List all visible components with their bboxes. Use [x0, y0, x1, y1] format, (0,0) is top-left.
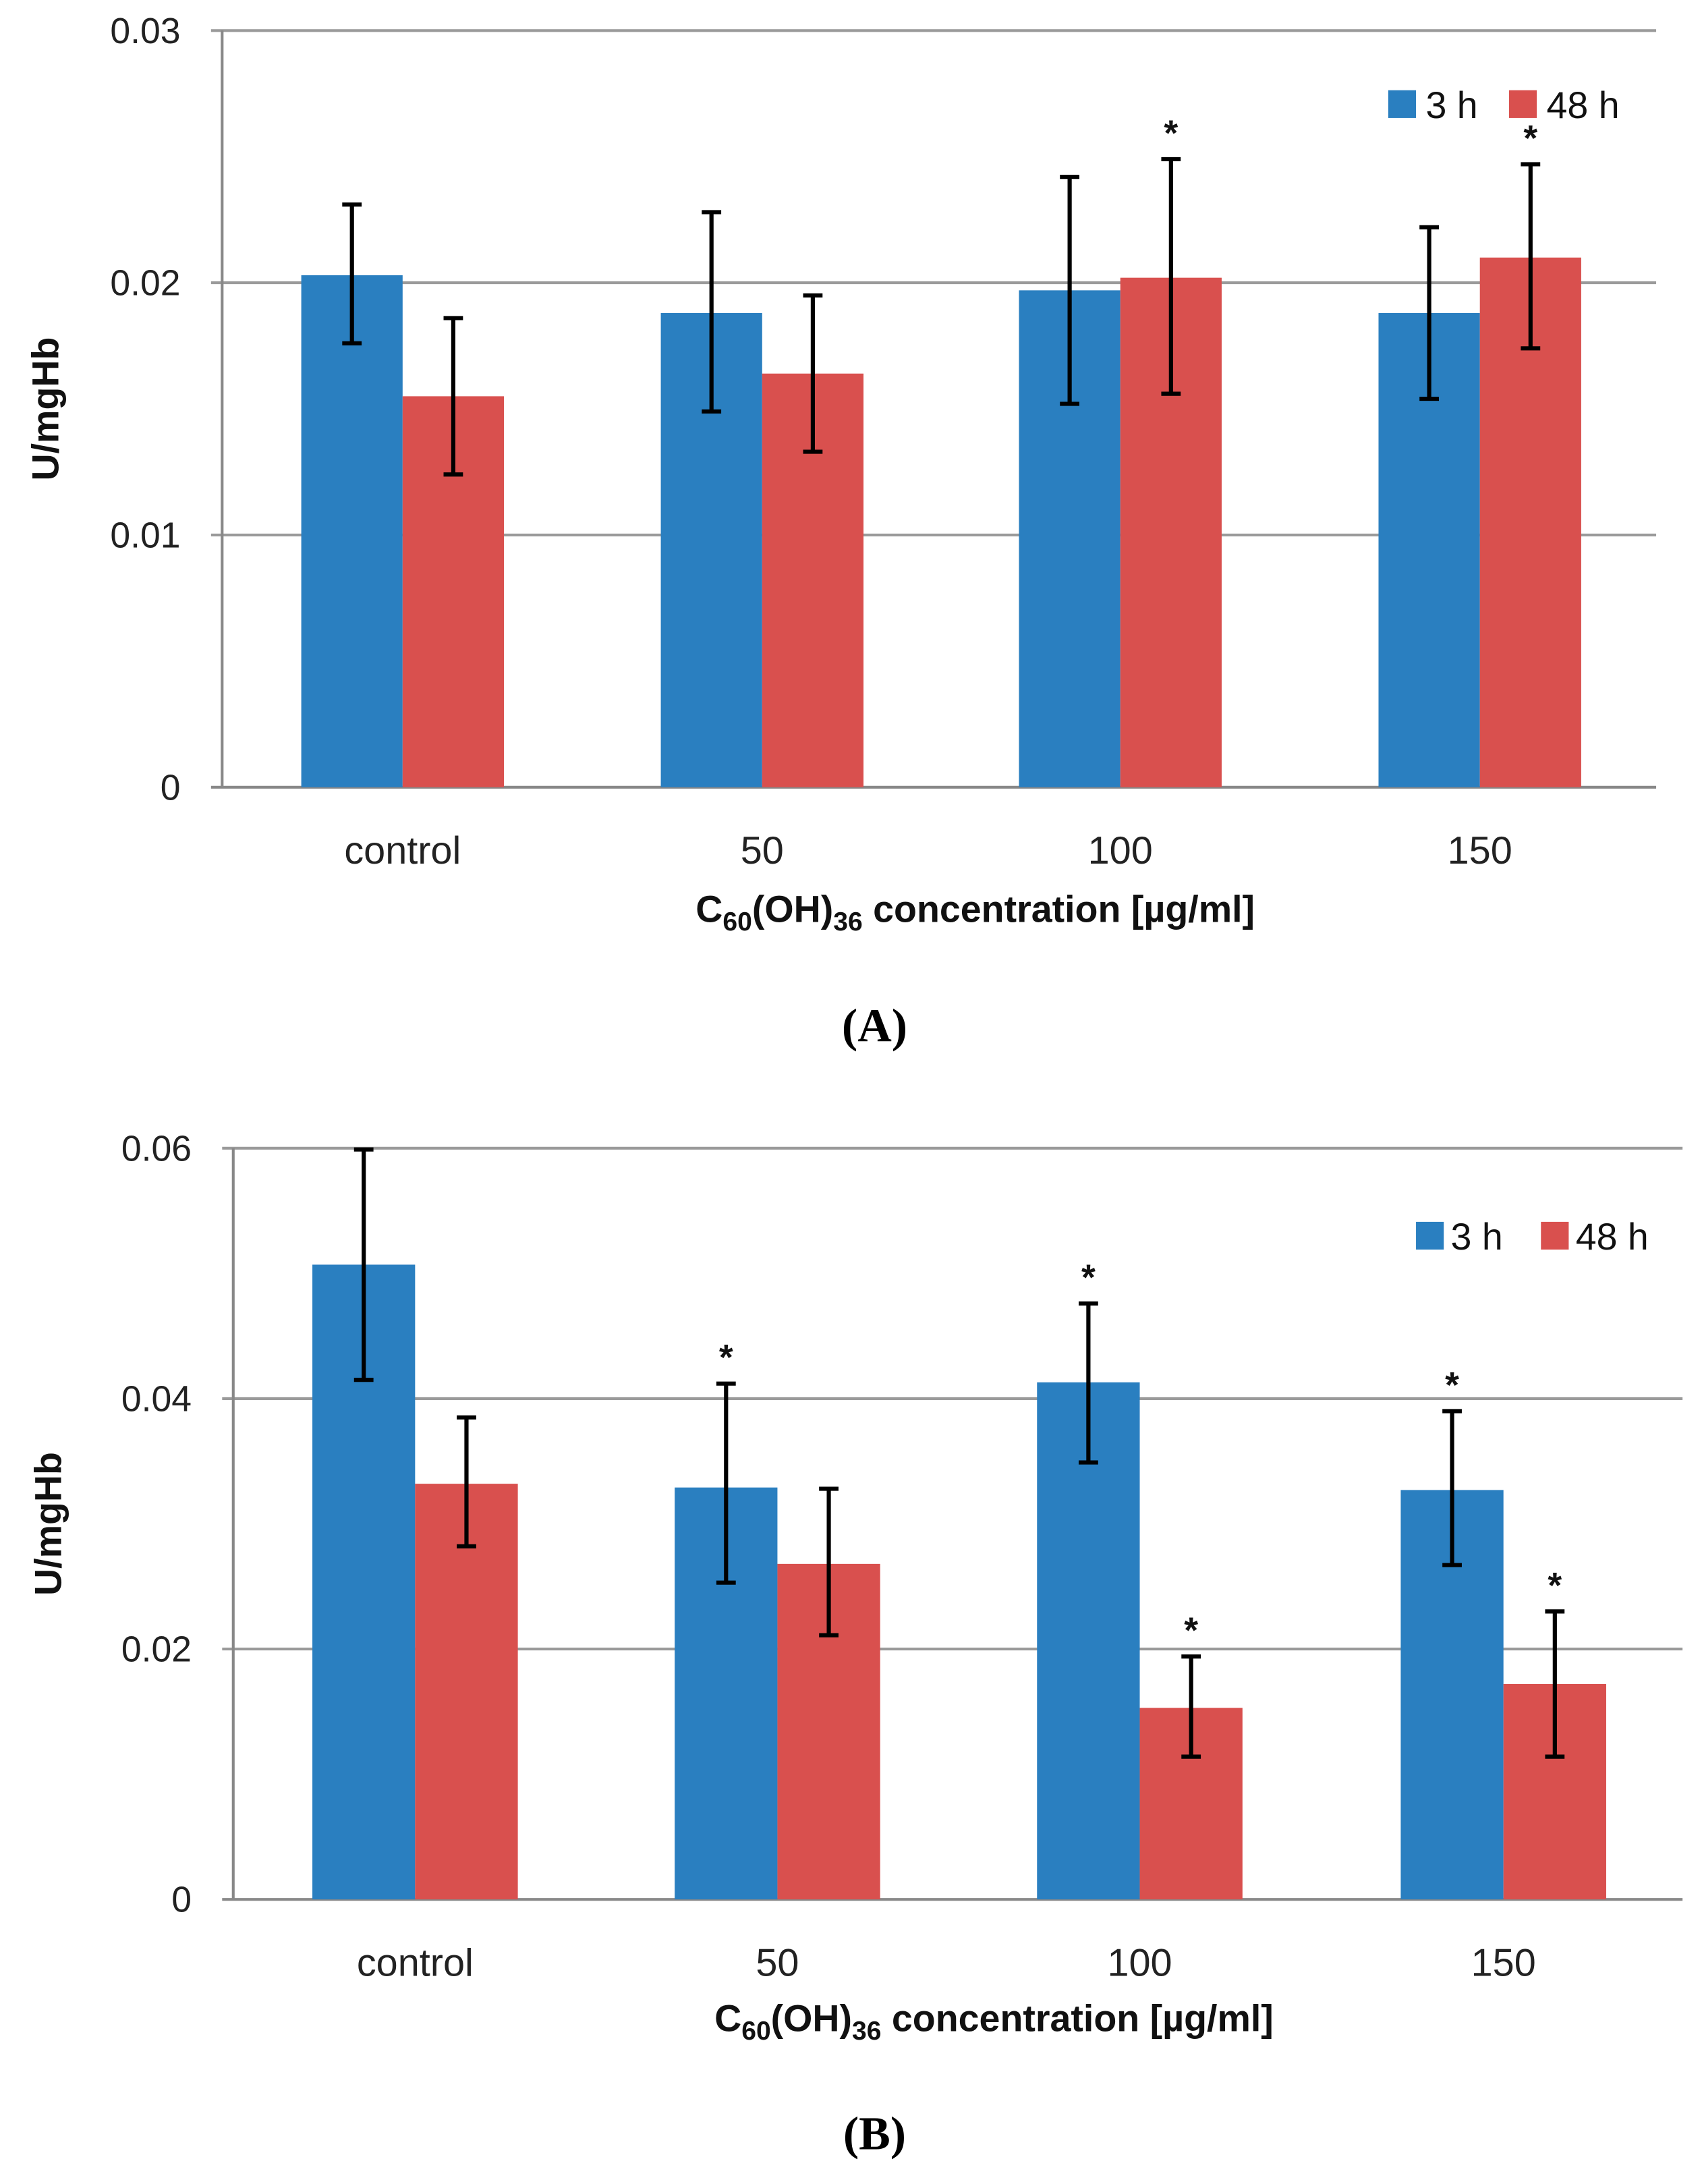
x-tick-label: 150 — [1471, 1941, 1536, 1984]
legend-label: 48 h — [1546, 84, 1619, 126]
x-axis-label-base: C — [714, 1998, 741, 2040]
x-tick-label: 50 — [756, 1941, 799, 1984]
x-tick-label: 150 — [1448, 829, 1512, 872]
legend-label: 3 h — [1425, 84, 1477, 126]
y-tick-label: 0 — [171, 1880, 192, 1920]
legend: 3 h 48 h — [1388, 84, 1620, 126]
y-tick-label: 0.03 — [110, 11, 180, 51]
y-tick-label: 0 — [161, 768, 181, 808]
significance-marker: * — [1445, 1366, 1459, 1405]
x-tick-label: 100 — [1107, 1941, 1172, 1984]
x-axis-label-sub1: 60 — [741, 2017, 770, 2046]
x-tick-label: control — [357, 1941, 474, 1984]
bar-48h-control — [415, 1484, 518, 1900]
significance-marker: * — [719, 1338, 733, 1378]
x-axis-label-mid: (OH) — [771, 1998, 852, 2040]
y-tick-label: 0.06 — [121, 1129, 192, 1169]
significance-marker: * — [1164, 113, 1178, 153]
x-tick-label: 100 — [1088, 829, 1153, 872]
significance-marker: * — [1523, 119, 1537, 159]
x-axis-label: C60(OH)36 concentration [µg/ml] — [714, 1998, 1274, 2046]
y-tick-label: 0.04 — [121, 1379, 192, 1419]
x-axis-label-sub2: 36 — [833, 907, 862, 936]
panel-label: (A) — [842, 1000, 907, 1052]
panel-label: (B) — [843, 2108, 906, 2160]
legend-swatch — [1388, 90, 1417, 118]
legend-label: 48 h — [1576, 1216, 1649, 1258]
y-tick-label: 0.02 — [121, 1630, 192, 1670]
x-axis-label-mid: (OH) — [752, 888, 833, 930]
significance-marker: * — [1184, 1611, 1198, 1651]
legend: 3 h 48 h — [1416, 1216, 1649, 1258]
y-tick-label: 0.01 — [110, 515, 180, 555]
significance-marker: * — [1081, 1258, 1096, 1297]
x-tick-label: control — [344, 829, 461, 872]
x-axis-label: C60(OH)36 concentration [µg/ml] — [696, 888, 1255, 936]
x-axis-label-base: C — [696, 888, 722, 930]
x-tick-label: 50 — [741, 829, 784, 872]
chart-panel-a: 0 0.01 0.02 0.03 * * control 50 100 150 C60(OH)36 … — [24, 11, 1657, 1052]
y-axis-label: U/mgHb — [28, 1452, 69, 1596]
legend-swatch — [1541, 1221, 1569, 1250]
bar-3h-control — [301, 275, 403, 787]
y-axis-label: U/mgHb — [24, 337, 66, 481]
x-axis-label-sub2: 36 — [852, 2017, 881, 2046]
legend-label: 3 h — [1450, 1216, 1502, 1258]
x-axis-label-sub1: 60 — [722, 907, 751, 936]
bar-3h-100 — [1037, 1382, 1140, 1900]
chart-panel-b: 0 0.02 0.04 0.06 * * * * * control 50 100 150 C60(OH)… — [28, 1129, 1683, 2160]
x-axis-label-rest: concentration [µg/ml] — [863, 888, 1255, 930]
y-tick-label: 0.02 — [110, 264, 180, 304]
legend-swatch — [1508, 90, 1537, 118]
legend-swatch — [1416, 1221, 1444, 1250]
significance-marker: * — [1548, 1566, 1562, 1606]
x-axis-label-rest: concentration [µg/ml] — [881, 1998, 1273, 2040]
